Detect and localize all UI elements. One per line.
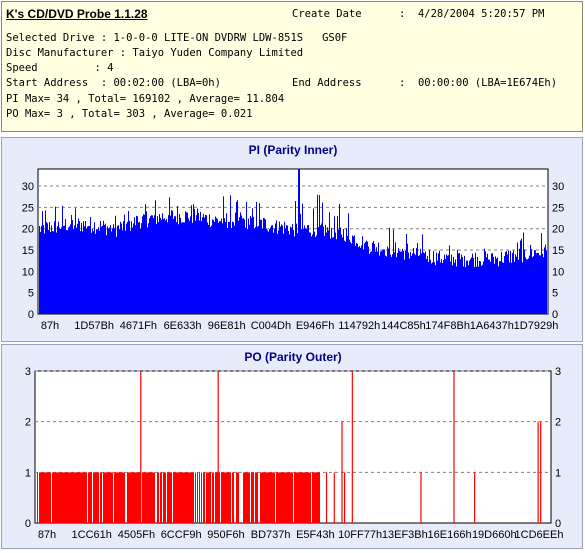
speed: Speed : 4 — [6, 62, 114, 74]
x-tick-label: 174F8Bh — [425, 320, 470, 332]
x-tick-label: 1D57Bh — [74, 320, 114, 332]
y-tick-label-left: 25 — [22, 202, 34, 214]
y-tick-label-left: 1 — [25, 467, 31, 479]
y-tick-label-right: 5 — [552, 288, 558, 300]
x-tick-label: C004Dh — [251, 320, 291, 332]
y-tick-label-left: 0 — [28, 309, 34, 321]
y-tick-label-left: 15 — [22, 245, 34, 257]
x-tick-label: 1A6437h — [470, 320, 514, 332]
y-tick-label-right: 0 — [552, 309, 558, 321]
chart-title: PO (Parity Outer) — [244, 350, 341, 364]
x-tick-label: 1CC61h — [72, 529, 112, 541]
x-tick-label: 950F6h — [207, 529, 244, 541]
y-tick-label-left: 20 — [22, 224, 34, 236]
x-tick-label: 1D7929h — [514, 320, 559, 332]
po-bars — [37, 371, 542, 523]
x-tick-label: 4671Fh — [120, 320, 157, 332]
start-address: Start Address : 00:02:00 (LBA=0h) — [6, 77, 221, 89]
chart-title: PI (Parity Inner) — [249, 143, 338, 157]
y-tick-label-left: 30 — [22, 181, 34, 193]
x-tick-label: 10FF77h — [338, 529, 382, 541]
po-summary: PO Max= 3 , Total= 303 , Average= 0.021 — [6, 108, 253, 120]
y-tick-label-right: 20 — [552, 224, 564, 236]
x-tick-label: 144C85h — [381, 320, 426, 332]
x-tick-label: 19D660h — [472, 529, 517, 541]
y-tick-label-right: 30 — [552, 181, 564, 193]
pi-chart: PI (Parity Inner) 0 0 5 5 10 10 15 15 20 20 25 25 30 3… — [22, 143, 565, 332]
x-tick-label: 16E166h — [428, 529, 472, 541]
y-tick-label-left: 5 — [28, 288, 34, 300]
x-tick-label: E5F43h — [296, 529, 335, 541]
y-tick-label-right: 1 — [555, 467, 561, 479]
x-tick-label: 4505Fh — [118, 529, 155, 541]
y-tick-label-right: 15 — [552, 245, 564, 257]
create-date-value: : 4/28/2004 5:20:57 PM — [399, 8, 545, 20]
po-chart: PO (Parity Outer) 0 0 1 1 2 2 3 3 87h 1CC61h 4505Fh… — [25, 350, 564, 541]
y-tick-label-right: 25 — [552, 202, 564, 214]
y-tick-label-right: 3 — [555, 366, 561, 378]
x-tick-label: 6CCF9h — [161, 529, 202, 541]
y-tick-label-left: 3 — [25, 366, 31, 378]
x-tick-label: 6E633h — [164, 320, 202, 332]
pi-summary: PI Max= 34 , Total= 169102 , Average= 11… — [6, 93, 285, 105]
x-tick-label: 87h — [41, 320, 59, 332]
x-tick-label: 13EF3Bh — [382, 529, 428, 541]
po-chart-panel: PO (Parity Outer) 0 0 1 1 2 2 3 3 87h 1CC61h 4505Fh… — [1, 344, 583, 549]
pi-chart-panel: PI (Parity Inner) 0 0 5 5 10 10 15 15 20 20 25 25 30 3… — [1, 137, 583, 342]
pi-bars — [39, 169, 547, 314]
y-tick-label-right: 2 — [555, 417, 561, 429]
y-tick-label-right: 0 — [555, 518, 561, 530]
y-tick-label-left: 10 — [22, 266, 34, 278]
y-tick-label-left: 0 — [25, 518, 31, 530]
end-address-label: End Address — [292, 77, 362, 89]
x-tick-label: 114792h — [338, 320, 380, 332]
create-date-label: Create Date — [292, 8, 362, 20]
x-tick-label: 1CD6EEh — [515, 529, 564, 541]
x-tick-label: E946Fh — [296, 320, 335, 332]
disc-manufacturer: Disc Manufacturer : Taiyo Yuden Company … — [6, 47, 304, 59]
x-tick-label: 87h — [38, 529, 56, 541]
selected-drive: Selected Drive : 1-0-0-0 LITE-ON DVDRW L… — [6, 32, 348, 44]
x-tick-label: BD737h — [251, 529, 291, 541]
end-address-value: : 00:00:00 (LBA=1E674Eh) — [399, 77, 558, 89]
x-tick-label: 96E81h — [208, 320, 246, 332]
app-title: K's CD/DVD Probe 1.1.28 — [6, 7, 148, 21]
info-panel: K's CD/DVD Probe 1.1.28 Create Date : 4/… — [1, 1, 583, 132]
y-tick-label-right: 10 — [552, 266, 564, 278]
y-tick-label-left: 2 — [25, 417, 31, 429]
